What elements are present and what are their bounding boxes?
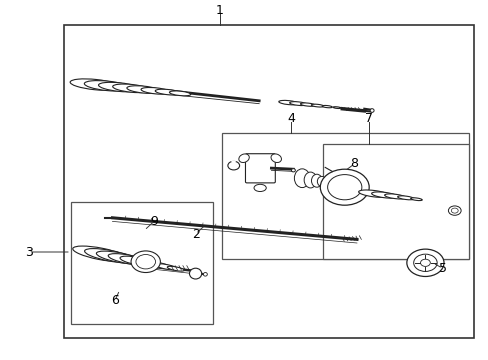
Text: 2: 2 (191, 228, 199, 240)
Ellipse shape (155, 89, 181, 95)
Polygon shape (322, 144, 468, 259)
Ellipse shape (112, 84, 150, 93)
Ellipse shape (278, 100, 298, 105)
Ellipse shape (70, 79, 121, 90)
Text: 5: 5 (438, 262, 446, 275)
Ellipse shape (291, 168, 295, 172)
Ellipse shape (143, 261, 170, 269)
Ellipse shape (189, 268, 202, 279)
Circle shape (227, 161, 239, 170)
Ellipse shape (108, 254, 149, 265)
Ellipse shape (322, 105, 332, 108)
Text: 6: 6 (111, 294, 119, 307)
Text: 8: 8 (350, 157, 358, 170)
Circle shape (136, 255, 155, 269)
Ellipse shape (371, 192, 397, 198)
Circle shape (413, 254, 436, 271)
Text: 4: 4 (286, 112, 294, 125)
Polygon shape (71, 202, 212, 324)
Ellipse shape (155, 264, 177, 270)
Ellipse shape (169, 91, 190, 96)
Circle shape (420, 259, 429, 266)
Ellipse shape (317, 176, 325, 186)
Text: 9: 9 (150, 215, 158, 228)
Text: 1: 1 (216, 4, 224, 17)
Circle shape (131, 251, 160, 273)
Text: 3: 3 (25, 246, 33, 258)
Ellipse shape (384, 194, 405, 199)
Polygon shape (222, 133, 468, 259)
Text: 7: 7 (365, 112, 372, 125)
Polygon shape (63, 25, 473, 338)
Ellipse shape (332, 107, 340, 108)
Ellipse shape (254, 184, 265, 192)
Ellipse shape (203, 273, 207, 276)
Circle shape (320, 169, 368, 205)
Ellipse shape (141, 87, 170, 94)
Ellipse shape (410, 198, 421, 201)
Ellipse shape (84, 81, 130, 91)
Ellipse shape (84, 249, 135, 263)
Ellipse shape (397, 196, 413, 200)
Ellipse shape (304, 172, 316, 188)
FancyBboxPatch shape (245, 154, 275, 183)
Ellipse shape (132, 259, 163, 267)
Ellipse shape (289, 102, 306, 105)
Ellipse shape (300, 103, 315, 106)
Ellipse shape (126, 86, 161, 94)
Ellipse shape (358, 190, 389, 197)
Ellipse shape (294, 169, 309, 188)
Ellipse shape (73, 246, 127, 262)
Ellipse shape (96, 251, 142, 264)
Ellipse shape (311, 104, 323, 107)
Ellipse shape (120, 256, 156, 266)
Ellipse shape (270, 154, 281, 162)
Circle shape (406, 249, 443, 276)
Ellipse shape (98, 82, 141, 92)
Ellipse shape (311, 174, 322, 187)
Ellipse shape (369, 109, 373, 112)
Circle shape (447, 206, 460, 215)
Circle shape (327, 175, 361, 200)
Ellipse shape (238, 154, 249, 162)
Ellipse shape (167, 266, 184, 271)
Circle shape (450, 208, 457, 213)
